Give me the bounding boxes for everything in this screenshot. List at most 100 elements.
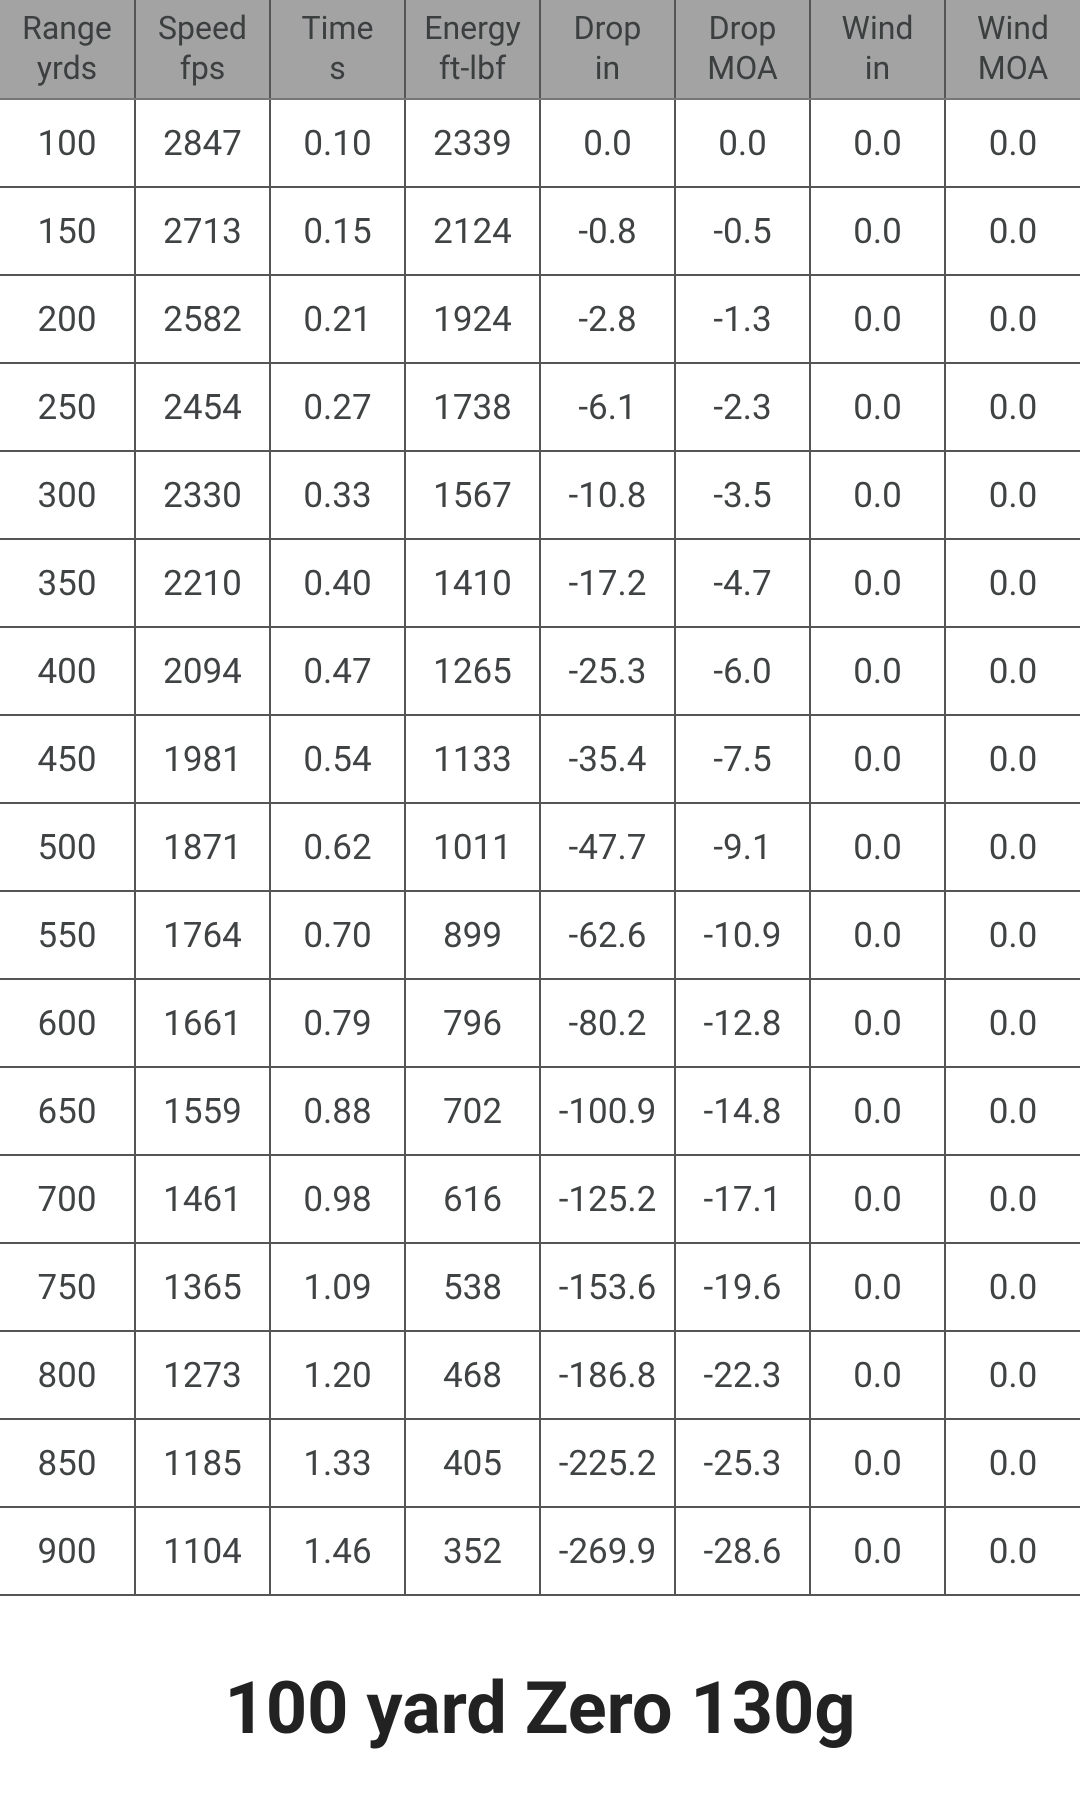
table-cell: 0.0	[945, 1331, 1080, 1419]
table-cell: 0.54	[270, 715, 405, 803]
table-row: 55017640.70899-62.6-10.90.00.0	[0, 891, 1080, 979]
table-cell: -12.8	[675, 979, 810, 1067]
col-energy: Energyft-lbf	[405, 0, 540, 99]
table-cell: 2094	[135, 627, 270, 715]
table-row: 40020940.471265-25.3-6.00.00.0	[0, 627, 1080, 715]
table-cell: -14.8	[675, 1067, 810, 1155]
table-cell: 0.0	[810, 1419, 945, 1507]
col-unit: ft-lbf	[410, 48, 535, 88]
table-cell: 200	[0, 275, 135, 363]
table-cell: 0.0	[945, 451, 1080, 539]
table-cell: 1265	[405, 627, 540, 715]
table-cell: 702	[405, 1067, 540, 1155]
table-cell: 0.0	[945, 979, 1080, 1067]
table-cell: -269.9	[540, 1507, 675, 1595]
table-row: 20025820.211924-2.8-1.30.00.0	[0, 275, 1080, 363]
table-row: 15027130.152124-0.8-0.50.00.0	[0, 187, 1080, 275]
table-cell: 2847	[135, 99, 270, 187]
table-cell: 0.0	[540, 99, 675, 187]
table-cell: 0.0	[945, 891, 1080, 979]
table-cell: -22.3	[675, 1331, 810, 1419]
table-cell: 616	[405, 1155, 540, 1243]
table-cell: -125.2	[540, 1155, 675, 1243]
table-caption: 100 yard Zero 130g	[0, 1666, 1080, 1751]
table-row: 80012731.20468-186.8-22.30.00.0	[0, 1331, 1080, 1419]
table-cell: 0.79	[270, 979, 405, 1067]
table-cell: 0.47	[270, 627, 405, 715]
col-label: Energy	[424, 9, 520, 47]
table-cell: 0.40	[270, 539, 405, 627]
table-cell: 405	[405, 1419, 540, 1507]
table-cell: 300	[0, 451, 135, 539]
table-cell: 0.10	[270, 99, 405, 187]
col-label: Wind	[977, 9, 1049, 47]
table-cell: 1.46	[270, 1507, 405, 1595]
table-cell: 1738	[405, 363, 540, 451]
table-cell: 0.0	[810, 187, 945, 275]
table-head: Rangeyrds Speedfps Times Energyft-lbf Dr…	[0, 0, 1080, 99]
table-cell: 0.0	[945, 715, 1080, 803]
table-cell: 1981	[135, 715, 270, 803]
table-cell: 2330	[135, 451, 270, 539]
table-cell: 0.0	[810, 803, 945, 891]
table-cell: -9.1	[675, 803, 810, 891]
table-cell: 1764	[135, 891, 270, 979]
table-cell: 1104	[135, 1507, 270, 1595]
table-cell: -80.2	[540, 979, 675, 1067]
table-row: 30023300.331567-10.8-3.50.00.0	[0, 451, 1080, 539]
col-drop-in: Dropin	[540, 0, 675, 99]
table-cell: 0.0	[810, 99, 945, 187]
table-cell: 750	[0, 1243, 135, 1331]
table-cell: 0.0	[810, 1243, 945, 1331]
table-cell: 1185	[135, 1419, 270, 1507]
col-label: Range	[22, 9, 112, 47]
table-cell: 1871	[135, 803, 270, 891]
table-cell: 0.62	[270, 803, 405, 891]
col-time: Times	[270, 0, 405, 99]
table-cell: 2210	[135, 539, 270, 627]
table-cell: 0.0	[945, 1067, 1080, 1155]
table-cell: -6.1	[540, 363, 675, 451]
table-cell: 0.33	[270, 451, 405, 539]
table-cell: -186.8	[540, 1331, 675, 1419]
table-cell: -100.9	[540, 1067, 675, 1155]
table-cell: 796	[405, 979, 540, 1067]
col-unit: MOA	[950, 48, 1076, 88]
ballistics-table: Rangeyrds Speedfps Times Energyft-lbf Dr…	[0, 0, 1080, 1596]
table-row: 25024540.271738-6.1-2.30.00.0	[0, 363, 1080, 451]
col-wind-moa: WindMOA	[945, 0, 1080, 99]
table-cell: 1365	[135, 1243, 270, 1331]
table-cell: 0.0	[945, 1507, 1080, 1595]
table-cell: 0.0	[945, 1243, 1080, 1331]
table-cell: 2124	[405, 187, 540, 275]
table-cell: -7.5	[675, 715, 810, 803]
table-cell: 2454	[135, 363, 270, 451]
table-cell: 538	[405, 1243, 540, 1331]
table-cell: 600	[0, 979, 135, 1067]
table-cell: -2.8	[540, 275, 675, 363]
table-cell: 800	[0, 1331, 135, 1419]
table-cell: 2713	[135, 187, 270, 275]
table-cell: 250	[0, 363, 135, 451]
col-label: Drop	[574, 9, 642, 47]
table-cell: -25.3	[675, 1419, 810, 1507]
table-cell: 0.0	[810, 451, 945, 539]
col-unit: s	[275, 48, 400, 88]
table-cell: 1.33	[270, 1419, 405, 1507]
table-cell: 0.0	[810, 891, 945, 979]
table-cell: 550	[0, 891, 135, 979]
col-label: Drop	[709, 9, 777, 47]
table-cell: 0.0	[945, 275, 1080, 363]
table-cell: 0.0	[945, 803, 1080, 891]
table-cell: 400	[0, 627, 135, 715]
table-cell: 0.0	[675, 99, 810, 187]
col-label: Time	[302, 9, 374, 47]
table-cell: -0.8	[540, 187, 675, 275]
table-cell: 1661	[135, 979, 270, 1067]
table-cell: 0.0	[810, 627, 945, 715]
table-body: 10028470.1023390.00.00.00.015027130.1521…	[0, 99, 1080, 1595]
table-row: 45019810.541133-35.4-7.50.00.0	[0, 715, 1080, 803]
table-cell: 0.0	[945, 539, 1080, 627]
table-cell: -62.6	[540, 891, 675, 979]
table-cell: 2339	[405, 99, 540, 187]
